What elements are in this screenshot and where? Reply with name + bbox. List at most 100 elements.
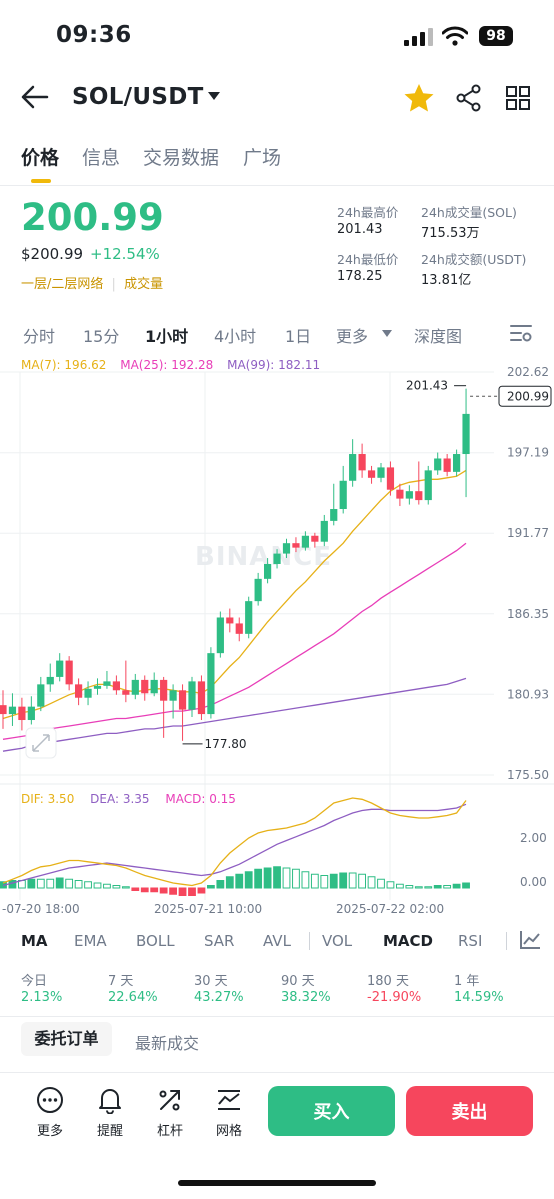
bell-icon[interactable]	[96, 1086, 124, 1114]
candle-body	[282, 543, 291, 554]
caret-down-icon[interactable]	[208, 92, 220, 100]
watermark: BINANCE	[195, 542, 332, 572]
wifi-icon	[442, 26, 468, 46]
ma-legend: MA(7): 196.62 MA(25): 192.28 MA(99): 182…	[21, 358, 320, 372]
stat-volume-label: 24h成交量(SOL)	[421, 205, 517, 220]
stat-high-value: 201.43	[337, 222, 383, 237]
indicator-ma[interactable]: MA	[21, 932, 48, 950]
tag-volume[interactable]: 成交量	[124, 277, 164, 292]
macd-histogram-bar	[254, 868, 263, 889]
macd-histogram-bar	[358, 873, 367, 889]
macd-histogram-bar	[348, 872, 357, 889]
tag-layer-network[interactable]: 一层/二层网络	[21, 277, 104, 292]
interval-4h[interactable]: 4小时	[214, 327, 257, 346]
candle-body	[37, 684, 45, 707]
macd-histogram-bar	[405, 885, 414, 889]
macd-histogram-bar	[27, 878, 36, 889]
candle-body	[245, 601, 253, 634]
macd-histogram-bar	[462, 882, 470, 889]
alert-label[interactable]: 提醒	[96, 1124, 123, 1139]
macd-histogram-bar	[103, 883, 111, 889]
indicator-vol[interactable]: VOL	[322, 932, 353, 950]
star-icon[interactable]	[403, 83, 435, 113]
perf-30d-value: 43.27%	[194, 990, 244, 1005]
interval-depth[interactable]: 深度图	[414, 327, 463, 346]
candlestick-chart[interactable]: 202.62 197.19 191.77 186.35 180.93 175.50 BINA…	[0, 352, 554, 920]
perf-90d-value: 38.32%	[281, 990, 331, 1005]
candle-body	[367, 470, 376, 478]
candle-body	[178, 690, 187, 710]
macd-histogram-bar	[178, 887, 187, 896]
indicator-ema[interactable]: EMA	[74, 932, 107, 950]
grid-menu-icon[interactable]	[505, 85, 531, 111]
candle-body	[0, 705, 7, 715]
macd-histogram-bar	[273, 866, 281, 889]
indicator-rsi[interactable]: RSI	[458, 932, 483, 950]
tab-trading-data[interactable]: 交易数据	[143, 147, 220, 169]
leverage-label[interactable]: 杠杆	[156, 1124, 183, 1139]
interval-1d[interactable]: 1日	[285, 327, 312, 346]
macd-histogram-bar	[235, 873, 244, 889]
interval-timeline[interactable]: 分时	[23, 327, 56, 346]
tab-info[interactable]: 信息	[82, 147, 121, 169]
leverage-icon[interactable]	[156, 1086, 184, 1114]
perf-180d-label: 180 天	[367, 974, 409, 989]
chart-settings-icon[interactable]	[509, 322, 533, 344]
macd-histogram-bar	[207, 885, 215, 889]
candle-body	[75, 684, 83, 698]
pair-title[interactable]: SOL/USDT	[72, 84, 204, 110]
indicator-separator	[309, 932, 310, 950]
interval-1h[interactable]: 1小时	[145, 327, 189, 346]
stat-amount-label: 24h成交额(USDT)	[421, 252, 527, 267]
more-icon[interactable]	[36, 1086, 64, 1114]
interval-15m[interactable]: 15分	[83, 327, 120, 346]
indicator-avl[interactable]: AVL	[263, 932, 291, 950]
macd-histogram-bar	[310, 873, 319, 889]
stat-low-value: 178.25	[337, 269, 383, 284]
dif-line	[2, 797, 467, 887]
indicator-boll[interactable]: BOLL	[136, 932, 175, 950]
last-price: 200.99	[21, 196, 164, 239]
candle-body	[103, 681, 111, 686]
candle-body	[8, 706, 17, 715]
ma7-legend: MA(7): 196.62	[21, 358, 107, 372]
indicator-macd[interactable]: MACD	[383, 932, 433, 950]
perf-180d-value: -21.90%	[367, 990, 422, 1005]
back-arrow-icon[interactable]	[20, 84, 50, 110]
tab-recent-trades[interactable]: 最新成交	[135, 1034, 200, 1053]
macd-histogram-bar	[282, 867, 291, 889]
perf-7d-value: 22.64%	[108, 990, 158, 1005]
candle-body	[226, 617, 234, 624]
candle-body	[386, 467, 395, 490]
low-marker-label: 177.80	[205, 737, 247, 751]
fiat-price: $200.99	[21, 245, 84, 263]
macd-histogram-bar	[339, 872, 348, 889]
indicator-sar[interactable]: SAR	[204, 932, 235, 950]
macd-value-legend: MACD: 0.15	[165, 792, 236, 806]
macd-histogram-bar	[443, 885, 452, 889]
macd-axis-label: 2.00	[520, 831, 547, 845]
price-change-percent: +12.54%	[90, 245, 160, 263]
tab-square[interactable]: 广场	[243, 147, 282, 169]
candle-body	[424, 470, 432, 501]
macd-histogram-bar	[121, 886, 130, 889]
share-icon[interactable]	[455, 84, 483, 112]
high-marker-label: 201.43	[406, 379, 448, 393]
caret-down-icon[interactable]	[382, 330, 392, 337]
ma99-line	[2, 677, 467, 752]
candle-body	[462, 413, 470, 455]
grid-label[interactable]: 网格	[215, 1124, 242, 1139]
indicator-chart-icon[interactable]	[518, 929, 542, 951]
candle-body	[330, 509, 338, 521]
price-axis-label: 180.93	[507, 687, 549, 701]
more-label[interactable]: 更多	[36, 1124, 63, 1139]
buy-button[interactable]: 买入	[268, 1086, 395, 1136]
candle-body	[235, 623, 243, 634]
sell-button[interactable]: 卖出	[406, 1086, 533, 1136]
grid-trading-icon[interactable]	[215, 1086, 243, 1114]
tab-price[interactable]: 价格	[21, 147, 60, 169]
interval-more[interactable]: 更多	[336, 327, 369, 346]
dea-legend: DEA: 3.35	[90, 792, 150, 806]
current-price-label: 200.99	[507, 390, 549, 404]
tab-order-book[interactable]: 委托订单	[21, 1022, 112, 1056]
